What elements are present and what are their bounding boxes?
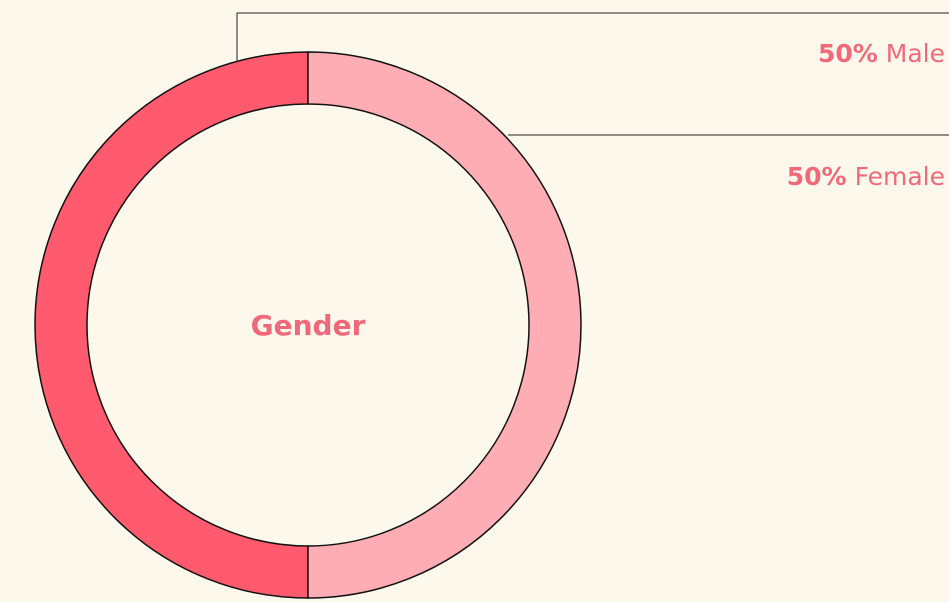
legend: 50% Male 50% Female — [787, 39, 945, 191]
donut-slice — [34, 51, 309, 599]
legend-entry: 50% Male — [818, 39, 945, 68]
chart-title: Gender — [251, 309, 366, 342]
legend-label: Male — [886, 39, 945, 68]
donut-slice — [307, 51, 582, 599]
value-label: 50% — [787, 162, 847, 191]
donut — [34, 51, 582, 599]
legend-entry: 50% Female — [787, 162, 945, 191]
value-label: 50% — [818, 39, 878, 68]
legend-label: Female — [855, 162, 945, 191]
leader-line — [236, 12, 949, 66]
